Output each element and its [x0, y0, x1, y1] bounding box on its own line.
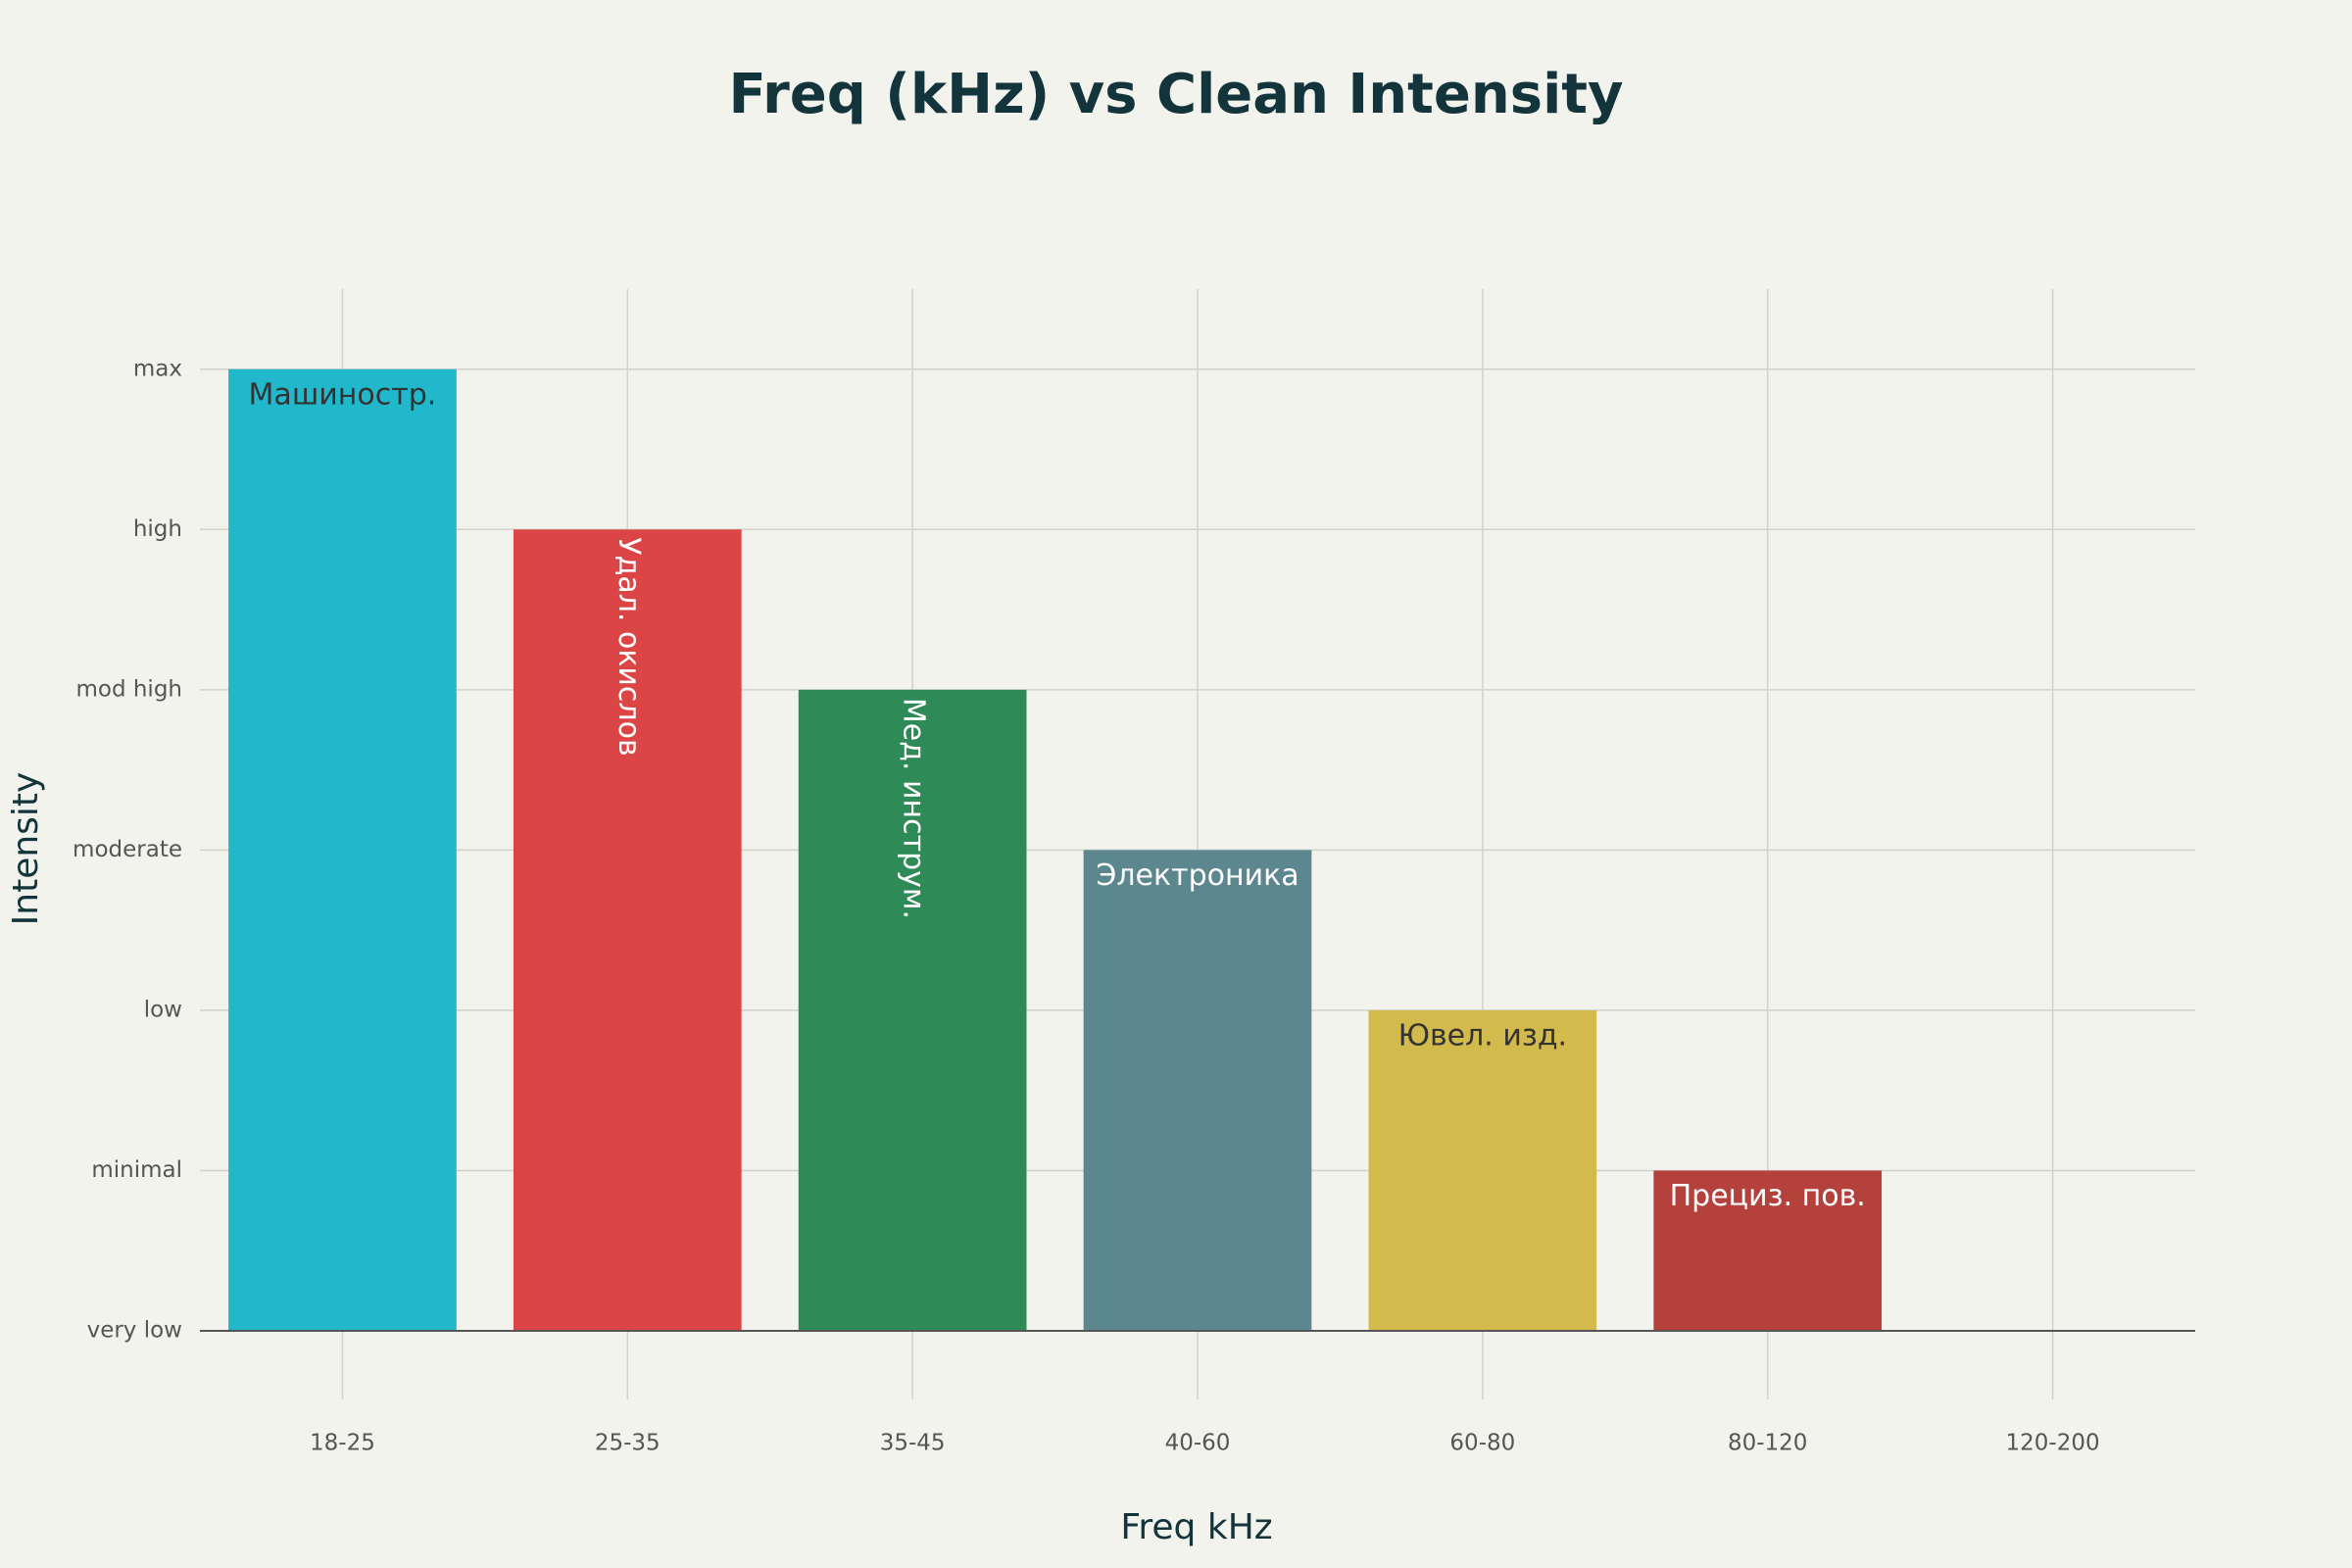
y-tick-label: minimal — [91, 1157, 182, 1183]
x-tick-label: 120-200 — [2006, 1431, 2100, 1456]
bar — [513, 529, 742, 1331]
x-tick-label: 35-45 — [880, 1431, 946, 1456]
chart-title: Freq (kHz) vs Clean Intensity — [728, 63, 1623, 126]
bar — [228, 368, 457, 1331]
x-axis-title: Freq kHz — [1120, 1507, 1272, 1547]
bar — [1368, 1009, 1597, 1331]
bar-label: Мед. инструм. — [897, 698, 931, 919]
y-axis-title: Intensity — [6, 772, 46, 926]
bar-label: Ювел. изд. — [1398, 1018, 1568, 1053]
bar-label: Прециз. пов. — [1670, 1179, 1866, 1213]
y-tick-label: moderate — [73, 837, 182, 862]
x-tick-label: 60-80 — [1449, 1431, 1515, 1456]
bar — [1083, 850, 1312, 1331]
y-tick-label: mod high — [75, 676, 182, 702]
x-tick-label: 80-120 — [1728, 1431, 1807, 1456]
bar-label: Удал. окислов — [612, 537, 646, 756]
x-tick-label: 25-35 — [595, 1431, 661, 1456]
bar-label: Машиностр. — [249, 377, 437, 412]
bar — [1653, 1170, 1883, 1331]
x-tick-label: 18-25 — [310, 1431, 375, 1456]
y-tick-label: max — [133, 356, 182, 381]
y-tick-label: low — [144, 997, 182, 1022]
bar — [798, 689, 1027, 1331]
bar-label: Электроника — [1096, 858, 1298, 893]
y-tick-label: very low — [87, 1318, 182, 1344]
y-tick-label: high — [133, 516, 182, 542]
x-tick-label: 40-60 — [1165, 1431, 1231, 1456]
